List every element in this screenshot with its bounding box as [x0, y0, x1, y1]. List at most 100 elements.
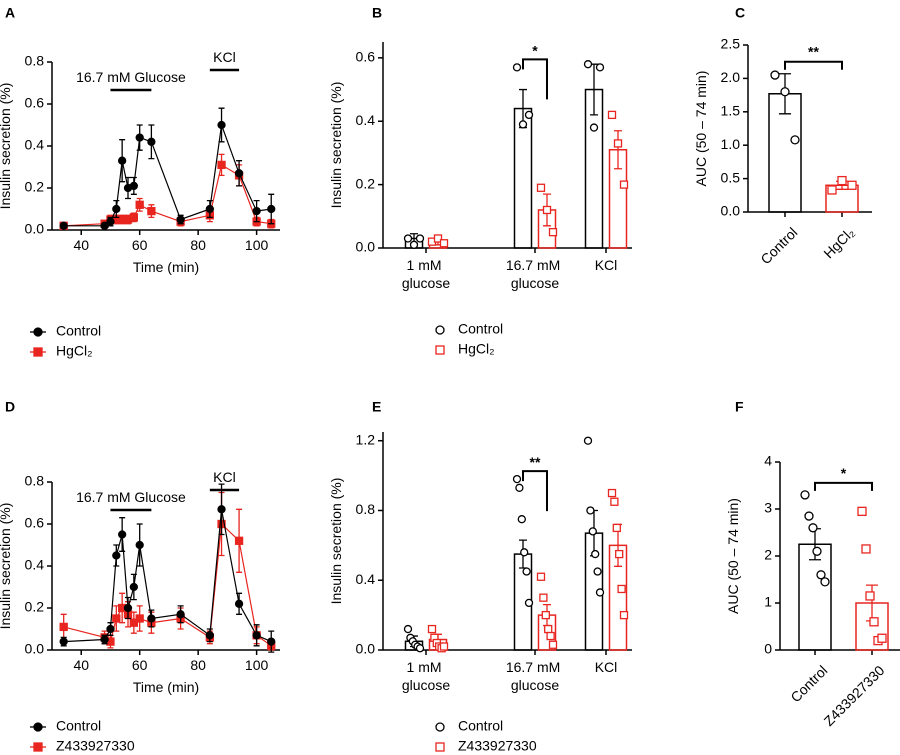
marker	[147, 137, 156, 146]
legend-label: HgCl₂	[56, 343, 93, 359]
marker	[234, 599, 244, 608]
marker	[129, 582, 138, 592]
significance-bracket	[522, 470, 548, 512]
marker	[403, 624, 413, 634]
y-tick-label: 0.4	[356, 112, 376, 128]
y-tick-label: 0.6	[356, 49, 376, 65]
marker	[415, 644, 425, 653]
y-tick-label: 0	[764, 641, 772, 657]
marker	[548, 228, 558, 237]
marker	[588, 527, 597, 536]
significance-label: **	[530, 454, 541, 470]
y-tick-label: 0.0	[356, 239, 376, 255]
legend-marker	[33, 722, 43, 732]
marker	[135, 200, 144, 209]
legend-marker	[435, 345, 445, 355]
y-tick-label: 1.5	[721, 103, 741, 119]
marker	[583, 60, 593, 69]
y-axis-label: Insulin secretion (%)	[328, 82, 344, 209]
marker	[816, 570, 826, 580]
y-tick-label: 3	[764, 500, 772, 516]
marker	[812, 546, 822, 556]
panel-label: E	[372, 399, 381, 415]
marker	[512, 474, 522, 484]
significance-bracket	[814, 481, 873, 491]
x-tick-label: 100	[245, 657, 269, 673]
y-tick-label: 0.8	[356, 501, 376, 517]
marker	[820, 577, 830, 587]
marker	[217, 505, 226, 514]
marker	[544, 624, 553, 634]
marker	[539, 593, 548, 602]
period-label: KCl	[213, 469, 236, 485]
marker	[100, 635, 109, 644]
legend-label: Z433927330	[56, 738, 135, 754]
marker	[865, 591, 875, 601]
legend-marker	[33, 347, 43, 357]
marker	[607, 110, 617, 120]
marker	[106, 217, 115, 226]
marker	[619, 180, 629, 189]
y-axis-label: Insulin secretion (%)	[0, 503, 13, 630]
x-tick-label: 1 mM glucose	[402, 257, 450, 291]
y-tick-label: 0.8	[25, 473, 45, 489]
y-axis-label: Insulin secretion (%)	[328, 478, 344, 605]
marker	[112, 204, 121, 214]
x-tick-label: HgCl₂	[820, 224, 857, 261]
panel-label: A	[5, 5, 15, 21]
y-tick-label: 0.2	[356, 175, 376, 191]
legend-marker	[435, 325, 445, 335]
y-tick-label: 0.2	[25, 599, 45, 615]
marker	[613, 139, 623, 148]
legend-label: Z433927330	[458, 738, 537, 754]
marker	[176, 215, 185, 224]
y-tick-label: 0.4	[25, 137, 45, 153]
marker	[619, 610, 629, 620]
marker	[607, 488, 617, 498]
marker	[869, 617, 879, 627]
series-line	[63, 509, 272, 643]
legend-label: Control	[56, 323, 101, 339]
legend-label: Control	[56, 718, 101, 734]
marker	[129, 213, 138, 222]
x-tick-label: Control	[787, 662, 830, 705]
y-tick-label: 0.6	[25, 515, 45, 531]
marker	[837, 175, 847, 186]
marker	[861, 544, 871, 554]
y-tick-label: 1.2	[356, 431, 376, 447]
panel-label: D	[5, 399, 15, 415]
y-tick-label: 0.0	[25, 641, 45, 657]
marker	[520, 548, 529, 557]
x-tick-label: Control	[757, 224, 800, 267]
marker	[522, 567, 531, 576]
marker	[234, 169, 244, 178]
marker	[595, 63, 605, 72]
marker	[135, 133, 144, 142]
error-bar	[614, 130, 622, 170]
marker	[129, 181, 138, 191]
marker	[415, 234, 425, 243]
y-tick-label: 0.4	[25, 557, 45, 573]
marker	[546, 631, 555, 641]
marker	[123, 603, 133, 613]
marker	[59, 221, 68, 230]
marker	[847, 180, 857, 190]
x-tick-label: 16.7 mM glucose	[506, 257, 564, 291]
x-axis-label: Time (min)	[133, 679, 199, 695]
marker	[234, 536, 244, 545]
legend-marker	[435, 742, 445, 752]
marker	[118, 530, 127, 539]
marker	[548, 640, 558, 649]
marker	[524, 110, 534, 120]
marker	[118, 156, 127, 165]
y-tick-label: 1	[764, 594, 772, 610]
panel-label: B	[372, 5, 382, 21]
marker	[112, 614, 121, 623]
legend-label: Control	[458, 718, 503, 734]
significance-bracket	[784, 60, 843, 70]
y-tick-label: 0.0	[25, 221, 45, 237]
legend-marker	[435, 722, 445, 732]
marker	[524, 598, 534, 608]
y-axis-label: AUC (50 – 74 min)	[693, 71, 709, 187]
marker	[517, 515, 526, 524]
